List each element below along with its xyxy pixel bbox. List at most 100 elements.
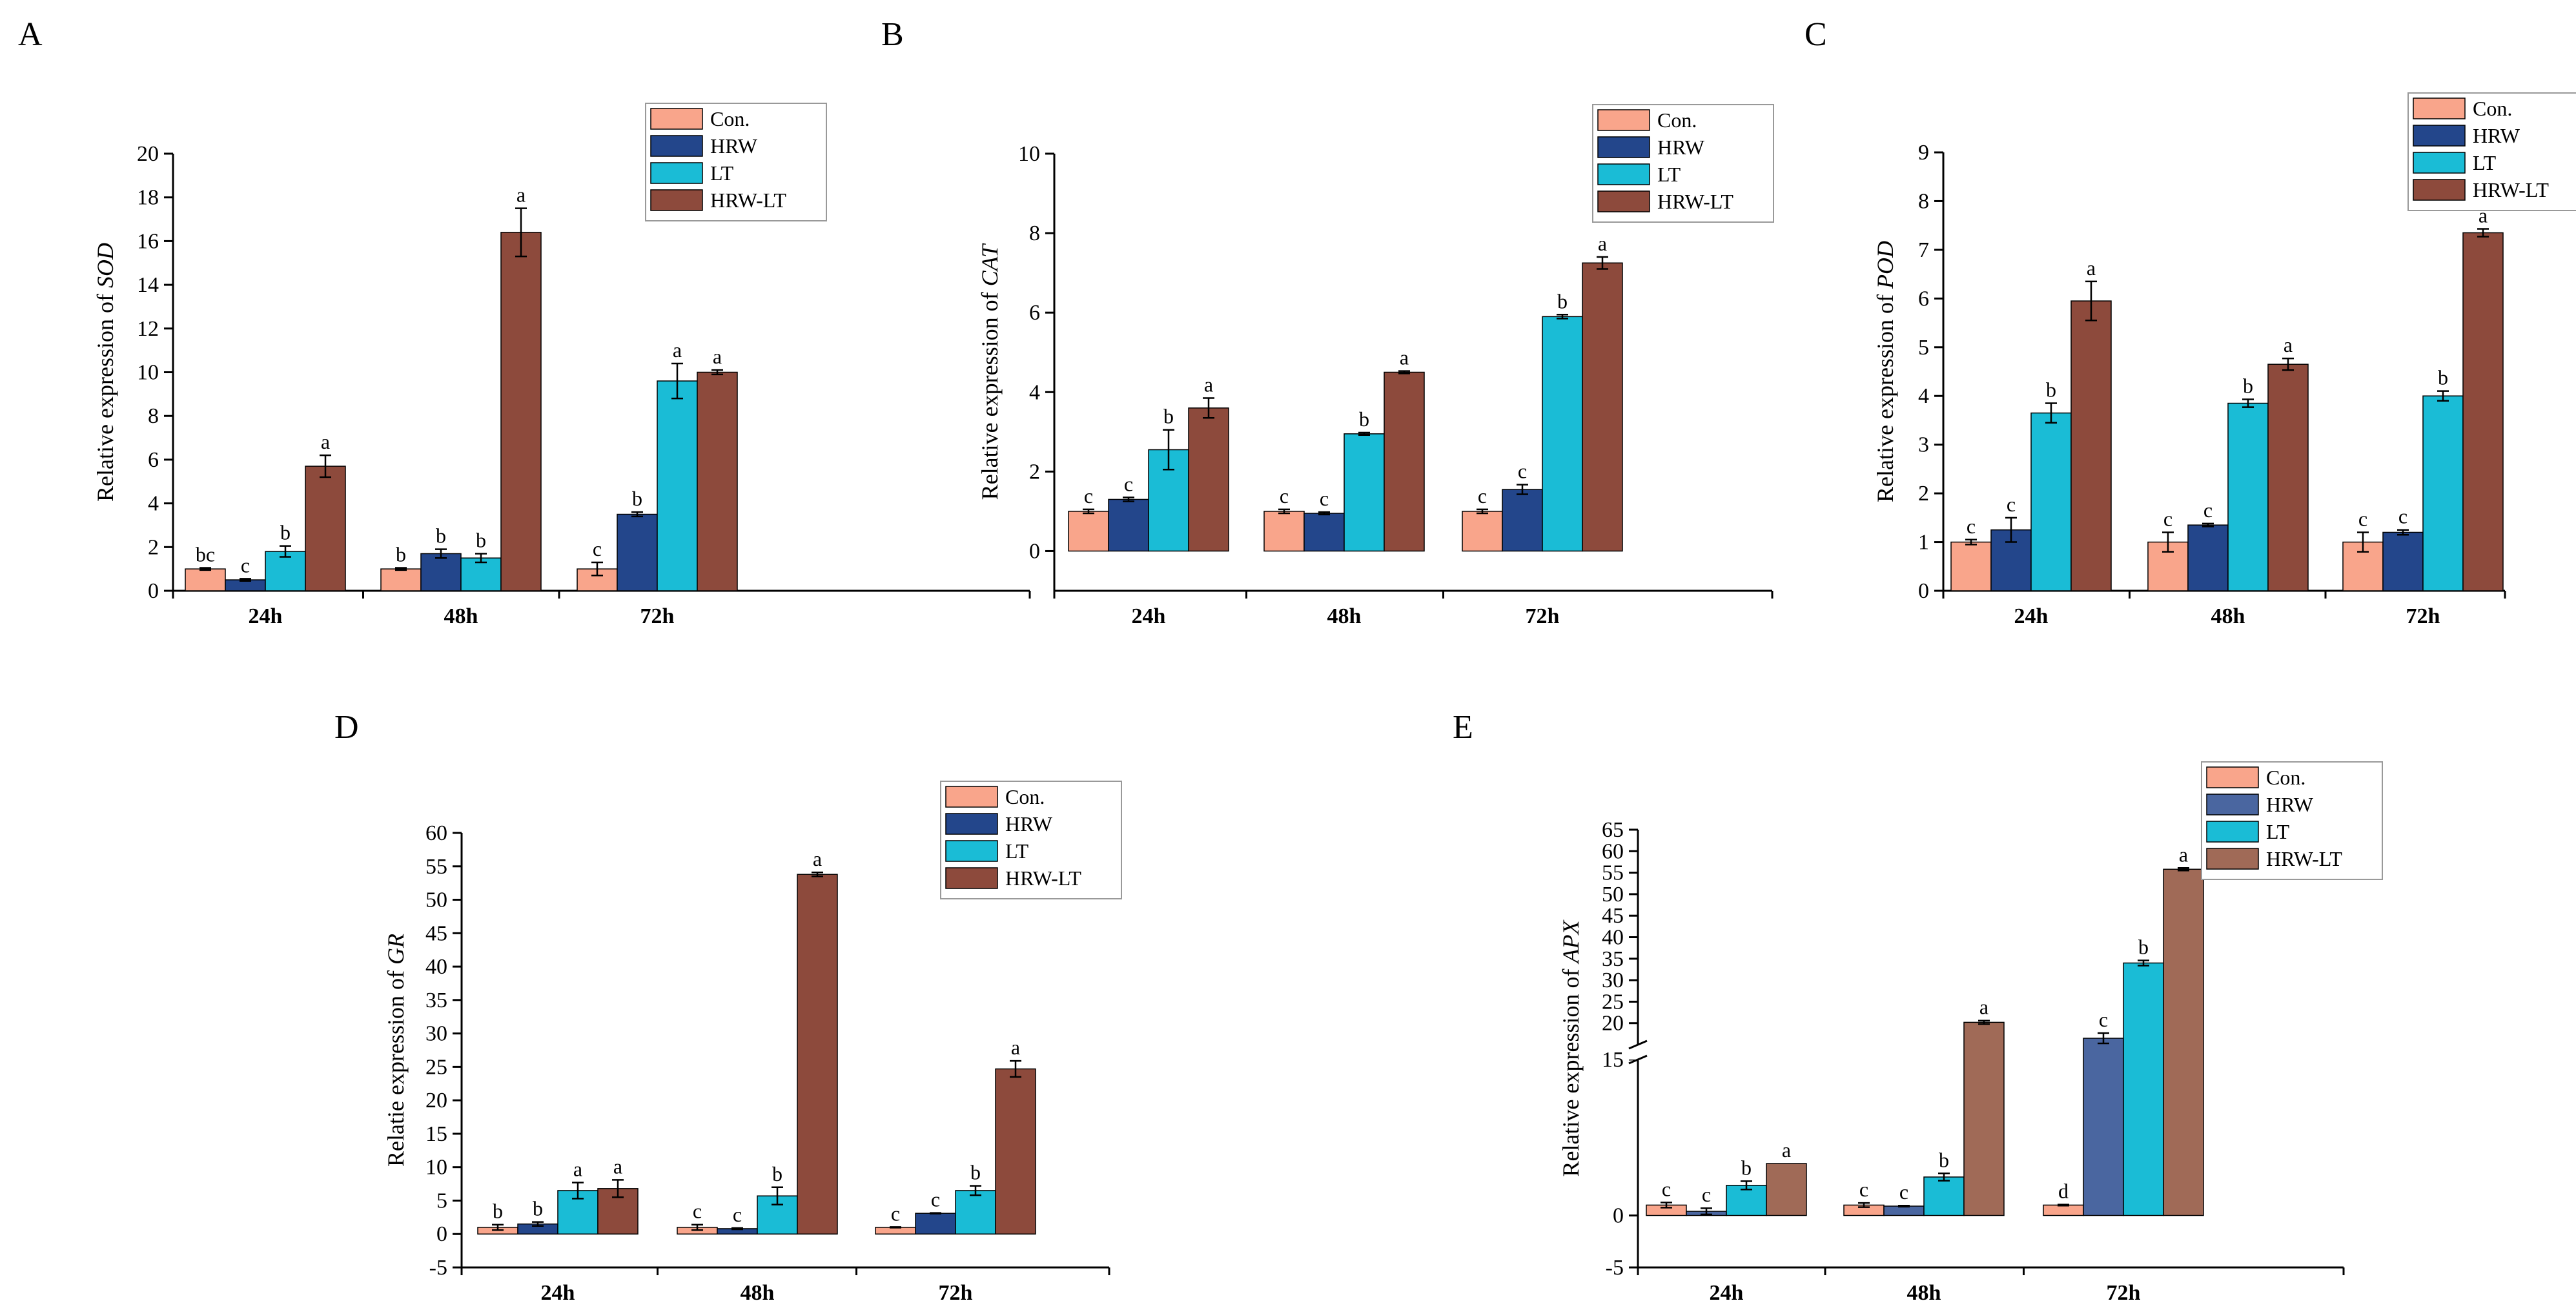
y-tick-label: 45 <box>1602 904 1624 928</box>
bar-hrw-24h <box>1108 498 1149 552</box>
significance-letter: a <box>516 183 526 207</box>
bar-con--72h <box>1462 511 1503 552</box>
y-axis-label-gene: GR <box>383 934 409 965</box>
legend-swatch <box>1597 136 1650 158</box>
bar-hrw-48h <box>1303 513 1345 552</box>
bar-con--24h <box>185 568 226 591</box>
significance-letter: a <box>1979 996 1988 1019</box>
significance-letter: c <box>693 1200 702 1223</box>
legend-label: HRW-LT <box>2473 178 2549 201</box>
bar-lt-24h <box>2030 412 2072 591</box>
y-tick-label: 60 <box>1602 839 1624 863</box>
y-axis-label-gene: APX <box>1558 919 1584 965</box>
significance-letter: a <box>1598 232 1607 255</box>
bar-lt-72h <box>657 380 698 591</box>
panel-label: D <box>334 709 359 746</box>
y-tick-label: 6 <box>1029 301 1040 325</box>
bar-hrw-lt-48h <box>2267 364 2309 591</box>
legend-swatch <box>2413 152 2466 174</box>
x-tick-label: 48h <box>1907 1281 1941 1305</box>
bar-hrw-lt-72h <box>2163 868 2204 1216</box>
y-axis-label: Relative expression of APX <box>1558 919 1584 1177</box>
legend-label: HRW <box>1657 136 1705 159</box>
bar-hrw-lt-72h <box>995 1068 1036 1235</box>
chart-panel-A: A 0 2 4 6 8 10 12 14 16 18 20 24h 48h 72h Relative expr… <box>18 16 1031 628</box>
legend-label: Con. <box>710 107 750 130</box>
y-tick-label: 2 <box>1918 482 1929 506</box>
y-axis-label-gene: POD <box>1872 241 1898 289</box>
significance-letter: c <box>1320 487 1329 510</box>
bar-hrw-72h <box>617 513 658 591</box>
significance-letter: c <box>733 1203 742 1226</box>
y-tick-label: 0 <box>1029 539 1040 563</box>
y-tick-label: 20 <box>425 1089 447 1112</box>
significance-letter: b <box>2138 935 2149 958</box>
bar-hrw-72h <box>1502 489 1543 552</box>
x-tick-label: 48h <box>444 604 478 628</box>
legend-label: HRW <box>2473 124 2520 147</box>
bar-hrw-48h <box>420 553 462 591</box>
bar-hrw-lt-48h <box>500 232 542 591</box>
legend-swatch <box>1597 190 1650 212</box>
significance-letter: b <box>436 524 446 548</box>
y-tick-label: 4 <box>1918 384 1929 408</box>
significance-letter: b <box>533 1197 543 1220</box>
significance-letter: c <box>2358 507 2367 530</box>
significance-letter: a <box>1400 346 1409 369</box>
bar-lt-72h <box>2422 395 2464 591</box>
y-tick-label: 30 <box>425 1022 447 1046</box>
significance-letter: a <box>573 1158 582 1181</box>
legend-label: Con. <box>1657 108 1697 132</box>
bar-hrw-lt-72h <box>2462 232 2504 591</box>
chart-panel-C: C 0 1 2 3 4 5 6 7 8 9 24h 48h 72h Relative expression … <box>1804 16 2576 628</box>
legend: Con. HRW LT HRW-LT <box>2201 761 2383 880</box>
significance-letter: b <box>632 487 642 510</box>
legend-swatch <box>2413 179 2466 201</box>
legend: Con. HRW LT HRW-LT <box>1592 104 1774 223</box>
bar-hrw-lt-24h <box>1766 1163 1807 1216</box>
panel-label: B <box>881 16 904 53</box>
y-tick-label: 8 <box>1029 221 1040 245</box>
y-tick-label: 10 <box>1018 142 1040 166</box>
legend-swatch <box>945 840 998 862</box>
legend-label: LT <box>2266 820 2290 843</box>
legend-label: HRW <box>710 134 758 158</box>
axis-break-mark <box>1628 1040 1648 1050</box>
bar-hrw-lt-24h <box>305 466 346 591</box>
y-tick-label: 12 <box>137 317 159 341</box>
legend-label: Con. <box>1005 785 1045 808</box>
bar-lt-48h <box>1923 1176 1965 1216</box>
bar-hrw-72h <box>2382 531 2424 591</box>
bar-hrw-lt-24h <box>1188 407 1229 552</box>
y-tick-label: 40 <box>425 955 447 979</box>
y-axis-label-text: Relative expression of <box>92 288 118 502</box>
y-tick-label: 45 <box>425 921 447 945</box>
significance-letter: a <box>673 338 682 362</box>
y-tick-label: 35 <box>425 989 447 1012</box>
significance-letter: c <box>891 1202 900 1225</box>
y-tick-label: 15 <box>1602 1048 1624 1072</box>
significance-letter: a <box>1204 373 1213 396</box>
significance-letter: c <box>2163 507 2172 530</box>
bar-hrw-72h <box>2083 1038 2124 1216</box>
significance-letter: c <box>1124 472 1133 495</box>
y-tick-label: 30 <box>1602 969 1624 992</box>
y-axis-label-text: Relative expression of <box>1558 963 1584 1177</box>
y-tick-label: 20 <box>1602 1012 1624 1036</box>
significance-letter: c <box>1662 1177 1671 1200</box>
significance-letter: b <box>476 528 486 551</box>
y-tick-label: 25 <box>425 1055 447 1079</box>
y-tick-label: 6 <box>1918 287 1929 311</box>
y-tick-label: 4 <box>1029 380 1040 404</box>
bar-con--48h <box>380 568 422 591</box>
chart-panel-B: B 0 2 4 6 8 10 24h 48h 72h Relative expression of … <box>881 16 1774 628</box>
legend-label: LT <box>1657 163 1681 186</box>
y-tick-label: 6 <box>148 448 159 472</box>
bar-hrw-lt-48h <box>1963 1021 2005 1216</box>
y-tick-label: 20 <box>137 142 159 166</box>
y-tick-label: 8 <box>1918 189 1929 213</box>
y-tick-label: 15 <box>425 1122 447 1146</box>
x-tick-label: 48h <box>741 1281 775 1305</box>
legend-swatch <box>2413 97 2466 119</box>
significance-letter: c <box>241 553 250 577</box>
